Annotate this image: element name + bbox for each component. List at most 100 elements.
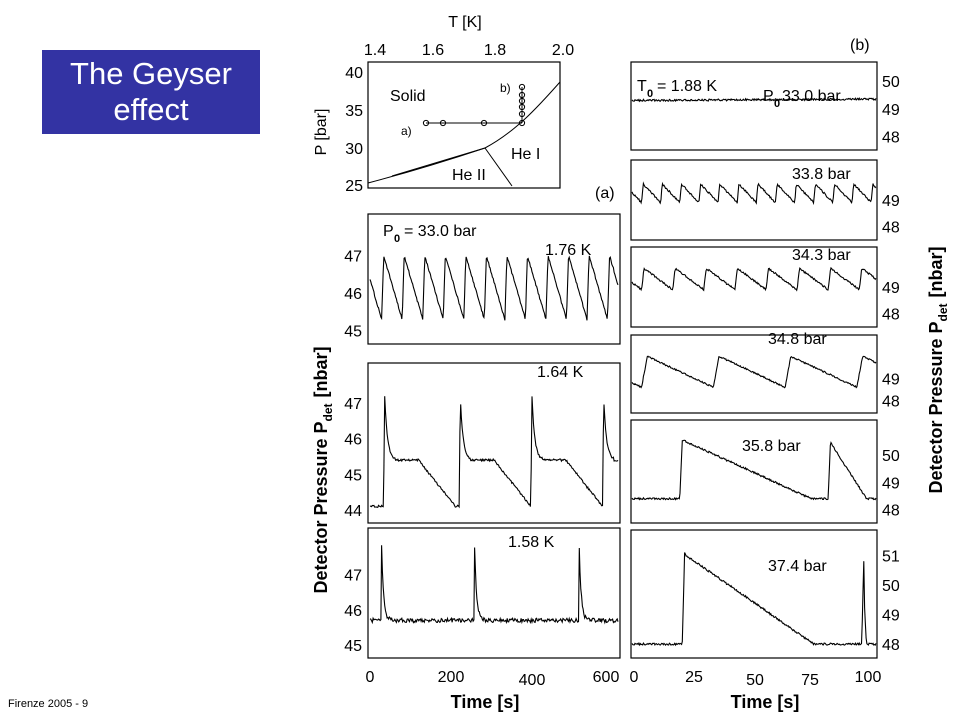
panel-b-frame xyxy=(630,61,878,151)
panel-a-frame-1 xyxy=(367,213,621,345)
panel-a-temp-label: 1.76 K xyxy=(545,242,592,259)
slide-title-line1: The Geyser xyxy=(70,56,232,91)
y-tick-label: 51 xyxy=(882,549,900,566)
lambda-line xyxy=(484,147,513,187)
point-marker xyxy=(518,119,526,127)
phase-y-tick: 35 xyxy=(345,103,363,120)
panel-b: (b) T 0 = 1.88 K P 0 48 49 50 33.0 bar 48 49 3… xyxy=(630,37,950,712)
panel-b-frame xyxy=(630,529,878,659)
y-tick-label: 44 xyxy=(344,503,362,520)
point-marker xyxy=(439,119,447,127)
path-a-label: a) xyxy=(401,124,412,138)
phase-x-tick: 2.0 xyxy=(552,42,574,59)
point-marker xyxy=(518,97,526,105)
panel-b-p-sub: 0 xyxy=(774,98,780,110)
panel-b-series-line xyxy=(631,266,877,292)
phase-diagram-frame xyxy=(367,61,561,189)
panel-b-series-line xyxy=(631,439,877,501)
panel-b-pressure-label: 34.3 bar xyxy=(792,247,851,264)
panel-a-temp-label: 1.64 K xyxy=(537,364,584,381)
panel-b-frame xyxy=(630,334,878,414)
y-tick-label: 46 xyxy=(344,603,362,620)
panel-a-series: 45 46 47 1.76 K 44 45 46 47 1.64 K 45 46 47 1.58 K xyxy=(344,242,619,655)
y-tick-label: 49 xyxy=(882,193,900,210)
phase-x-title: T [K] xyxy=(448,14,482,31)
panel-a-xlabel: Time [s] xyxy=(451,692,520,712)
panel-a-x-tick: 200 xyxy=(438,669,465,686)
panel-b-x-tick: 25 xyxy=(685,669,703,686)
y-tick-label: 47 xyxy=(344,396,362,413)
panel-b-pressure-label: 35.8 bar xyxy=(742,438,801,455)
panel-b-t-sub: 0 xyxy=(647,88,653,100)
panel-a-x-tick: 400 xyxy=(519,672,546,689)
panel-a-series-line xyxy=(369,396,619,509)
panel-b-series: 48 49 50 33.0 bar 48 49 33.8 bar 48 49 34.3 bar 48… xyxy=(630,61,900,659)
panel-b-frame xyxy=(630,419,878,524)
phase-y-tick: 25 xyxy=(345,178,363,195)
y-tick-label: 45 xyxy=(344,467,362,484)
panel-b-pressure-label: 34.8 bar xyxy=(768,331,827,348)
panel-a-temp-label: 1.58 K xyxy=(508,534,555,551)
panel-a-x-tick: 0 xyxy=(366,669,375,686)
panel-b-series-line xyxy=(631,96,877,103)
path-b-label: b) xyxy=(500,81,511,95)
panel-b-ylabel: Detector Pressure Pdet[nbar] xyxy=(926,246,950,493)
point-marker xyxy=(480,119,488,127)
y-tick-label: 49 xyxy=(882,371,900,388)
y-tick-label: 48 xyxy=(882,394,900,411)
y-tick-label: 48 xyxy=(882,129,900,146)
panel-a-condition: = 33.0 bar xyxy=(404,223,477,240)
y-tick-label: 49 xyxy=(882,102,900,119)
point-marker xyxy=(518,83,526,91)
panel-b-frame xyxy=(630,159,878,241)
y-tick-label: 46 xyxy=(344,286,362,303)
y-tick-label: 50 xyxy=(882,578,900,595)
slide-title: The Geyser effect xyxy=(42,50,260,134)
panel-a-tag: (a) xyxy=(595,185,615,202)
point-marker xyxy=(422,119,430,127)
point-marker xyxy=(518,91,526,99)
slide-title-line2: effect xyxy=(113,92,189,127)
panel-b-x-tick: 75 xyxy=(801,672,819,689)
point-marker xyxy=(518,110,526,118)
phase-y-tick: 30 xyxy=(345,141,363,158)
y-tick-label: 45 xyxy=(344,324,362,341)
y-tick-label: 49 xyxy=(882,608,900,625)
phase-x-tick: 1.6 xyxy=(422,42,444,59)
solid-label: Solid xyxy=(390,88,426,105)
panel-a-p-symbol: P xyxy=(383,223,394,240)
panel-b-p-symbol: P xyxy=(763,88,774,105)
panel-a-series-line xyxy=(369,545,619,625)
y-tick-label: 49 xyxy=(882,280,900,297)
phase-x-tick: 1.8 xyxy=(484,42,506,59)
he2-label: He II xyxy=(452,167,486,184)
panel-a: (a) P 0 = 33.0 bar 45 46 47 1.76 K 44 45 46 47 1… xyxy=(311,185,621,712)
panel-b-t-value: = 1.88 K xyxy=(657,78,717,95)
panel-b-series-line xyxy=(631,181,877,206)
panel-b-frame xyxy=(630,246,878,328)
y-tick-label: 50 xyxy=(882,448,900,465)
y-tick-label: 47 xyxy=(344,249,362,266)
panel-b-x-tick: 50 xyxy=(746,672,764,689)
y-tick-label: 46 xyxy=(344,432,362,449)
panel-a-frame-3 xyxy=(367,527,621,659)
footer-text: Firenze 2005 - 9 xyxy=(8,698,89,710)
y-tick-label: 47 xyxy=(344,568,362,585)
panel-a-frame-2 xyxy=(367,362,621,524)
panel-b-pressure-label: 33.0 bar xyxy=(782,88,841,105)
lambda-lower-curve xyxy=(391,147,486,177)
panel-b-xlabel: Time [s] xyxy=(731,692,800,712)
y-tick-label: 48 xyxy=(882,307,900,324)
panel-b-pressure-label: 37.4 bar xyxy=(768,558,827,575)
y-tick-label: 49 xyxy=(882,475,900,492)
phase-y-tick: 40 xyxy=(345,65,363,82)
y-tick-label: 48 xyxy=(882,503,900,520)
panel-a-ylabel: Detector Pressure Pdet[nbar] xyxy=(311,346,335,593)
panel-b-series-line xyxy=(631,355,877,389)
panel-b-pressure-label: 33.8 bar xyxy=(792,166,851,183)
y-tick-label: 50 xyxy=(882,74,900,91)
y-tick-label: 45 xyxy=(344,638,362,655)
y-tick-label: 48 xyxy=(882,220,900,237)
panel-b-x-tick: 100 xyxy=(855,669,882,686)
